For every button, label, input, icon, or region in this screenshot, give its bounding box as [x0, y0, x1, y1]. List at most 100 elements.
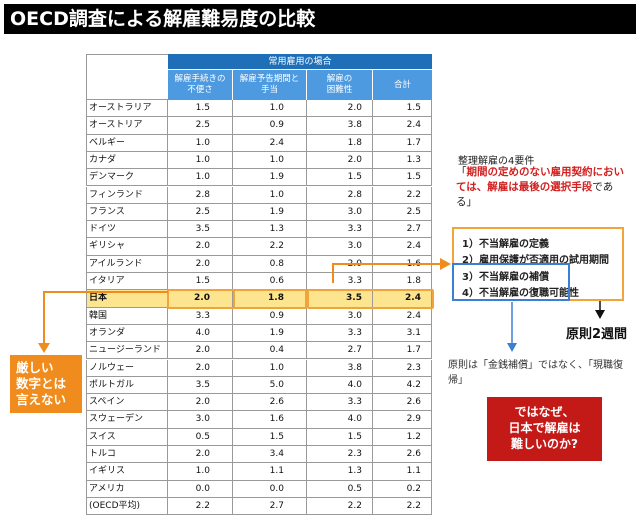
value-cell: 3.3	[307, 324, 373, 343]
country-cell: オランダ	[86, 324, 168, 343]
column-header-notice: 解雇予告期間と 手当	[233, 70, 307, 100]
country-cell: スウェーデン	[86, 411, 168, 429]
value-cell: 1.0	[233, 100, 307, 118]
value-cell: 1.0	[233, 186, 307, 204]
note-highlight: 期間の定めのない雇用契約においては、解雇は最後の選択手段	[456, 166, 624, 193]
value-cell: 3.3	[307, 221, 373, 239]
requirement-item: 2）雇用保護が否適用の試用期間	[462, 255, 609, 266]
value-cell: 1.5	[233, 428, 307, 446]
value-cell: 1.8	[307, 134, 373, 152]
value-cell: 2.2	[373, 497, 432, 515]
country-cell: ドイツ	[86, 221, 168, 239]
value-cell: 1.0	[168, 463, 233, 481]
table-row: スウェーデン 3.0 1.6 4.0 2.9	[86, 411, 432, 429]
value-cell: 2.2	[233, 238, 307, 256]
value-cell: 1.3	[307, 463, 373, 481]
value-cell: 2.0	[168, 342, 233, 360]
requirement-item: 1）不当解雇の定義	[462, 239, 549, 250]
value-cell: 2.4	[373, 307, 432, 325]
value-cell: 2.7	[307, 342, 373, 360]
column-header-label: 合計	[393, 80, 411, 90]
country-cell: オーストラリア	[86, 100, 168, 118]
arrowhead-blue	[507, 343, 517, 352]
note-close: である」	[456, 181, 614, 208]
value-cell: 3.5	[168, 221, 233, 239]
value-cell: 1.7	[373, 342, 432, 360]
table-row: トルコ 2.0 3.4 2.3 2.6	[86, 446, 432, 464]
value-cell: 2.0	[307, 100, 373, 118]
table-row: フィンランド 2.8 1.0 2.8 2.2	[86, 186, 432, 204]
value-cell: 2.0	[307, 151, 373, 170]
value-cell: 2.5	[373, 203, 432, 222]
value-cell: 0.5	[307, 480, 373, 498]
callout-line: 日本で解雇は	[508, 421, 581, 435]
value-cell: 0.8	[233, 255, 307, 273]
arrow-orange-right	[332, 263, 442, 283]
table-row: 韓国 3.3 0.9 3.0 2.4	[86, 307, 432, 325]
value-cell: 0.9	[233, 307, 307, 325]
country-cell: トルコ	[86, 446, 168, 464]
callout-red: ではなぜ、 日本で解雇は 難しいのか?	[487, 397, 602, 461]
country-cell: デンマーク	[86, 169, 168, 187]
country-cell: (OECD平均)	[86, 497, 168, 515]
value-cell: 1.5	[168, 100, 233, 118]
value-cell: 2.0	[168, 394, 233, 412]
callout-orange: 厳しい 数字とは 言えない	[10, 355, 82, 413]
value-cell: 2.2	[307, 497, 373, 515]
table-row: オランダ 4.0 1.9 3.3 3.1	[86, 324, 432, 343]
value-cell: 2.7	[233, 497, 307, 515]
table-row: ポルトガル 3.5 5.0 4.0 4.2	[86, 376, 432, 395]
value-cell: 2.0	[168, 255, 233, 273]
value-cell: 2.0	[168, 446, 233, 464]
value-cell: 3.8	[307, 359, 373, 377]
table-row: オーストラリア 1.5 1.0 2.0 1.5	[86, 100, 432, 118]
value-cell: 2.6	[373, 394, 432, 412]
principle-label: 原則2週間	[566, 327, 628, 342]
value-cell: 3.0	[168, 411, 233, 429]
value-cell: 2.8	[307, 186, 373, 204]
value-cell: 1.6	[233, 411, 307, 429]
value-cell: 2.3	[373, 359, 432, 377]
callout-line: 難しいのか?	[511, 437, 578, 451]
value-cell: 1.0	[233, 151, 307, 170]
requirement-item: 4）不当解雇の復職可能性	[462, 288, 579, 299]
value-cell: 3.0	[307, 238, 373, 256]
country-cell: イタリア	[86, 273, 168, 291]
country-cell: フランス	[86, 203, 168, 222]
value-cell: 1.0	[233, 359, 307, 377]
country-cell: ギリシャ	[86, 238, 168, 256]
table-row: オーストリア 2.5 0.9 3.8 2.4	[86, 117, 432, 135]
table-row: カナダ 1.0 1.0 2.0 1.3	[86, 151, 432, 170]
note-heading: 整理解雇の4要件	[458, 156, 535, 167]
value-cell: 0.0	[233, 480, 307, 498]
table-row: (OECD平均) 2.2 2.7 2.2 2.2	[86, 497, 432, 515]
value-cell: 0.4	[233, 342, 307, 360]
callout-line: 厳しい	[16, 360, 54, 375]
value-cell: 3.0	[307, 203, 373, 222]
value-cell: 1.3	[233, 221, 307, 239]
value-cell: 0.9	[233, 117, 307, 135]
value-cell: 2.5	[168, 203, 233, 222]
value-cell: 2.2	[373, 186, 432, 204]
value-cell: 1.9	[233, 169, 307, 187]
arrowhead-orange-right	[440, 258, 451, 270]
value-cell: 2.5	[168, 117, 233, 135]
value-cell: 2.8	[168, 186, 233, 204]
value-cell: 1.0	[168, 151, 233, 170]
table-row: ギリシャ 2.0 2.2 3.0 2.4	[86, 238, 432, 256]
column-header-label: 解雇の 困難性	[326, 74, 353, 95]
value-cell: 1.9	[233, 203, 307, 222]
value-cell: 4.0	[307, 376, 373, 395]
value-cell: 0.2	[373, 480, 432, 498]
table-row: スペイン 2.0 2.6 3.3 2.6	[86, 394, 432, 412]
page-title: OECD調査による解雇難易度の比較	[4, 4, 636, 34]
note-open: 「	[456, 166, 467, 178]
table-row: ノルウェー 2.0 1.0 3.8 2.3	[86, 359, 432, 377]
value-cell: 2.3	[307, 446, 373, 464]
country-cell: ポルトガル	[86, 376, 168, 395]
callout-line: ではなぜ、	[514, 405, 575, 419]
value-cell: 2.9	[373, 411, 432, 429]
column-header-procedure: 解雇手続きの 不便さ	[168, 70, 233, 100]
value-cell: 3.3	[307, 394, 373, 412]
value-cell: 1.5	[307, 428, 373, 446]
